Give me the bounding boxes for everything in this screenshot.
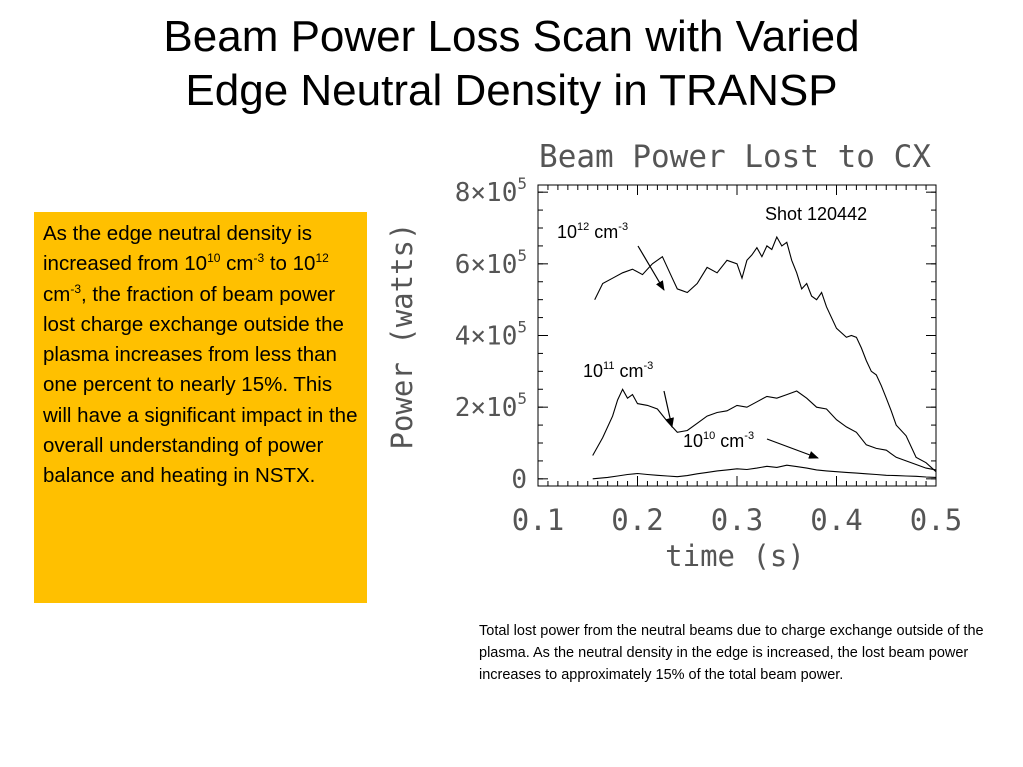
series-line-1e10 [592,464,937,480]
shot-label: Shot 120442 [765,204,867,224]
series-line-1e12 [594,235,937,473]
textbox-text-5: , the fraction of beam power lost charge… [43,282,358,488]
y-tick-label: 2×105 [455,389,527,423]
y-tick-label: 4×105 [455,318,527,352]
series-label-1e10: 1010 cm-3 [683,430,754,451]
explanation-textbox: As the edge neutral density is increased… [34,212,367,603]
y-tick-label: 0 [511,465,527,495]
textbox-sup-4: -3 [70,281,81,296]
chart-title: Beam Power Lost to CX [539,139,931,175]
annotation-arrows [637,245,819,459]
x-axis-label: time (s) [665,539,805,573]
textbox-text-3: to 10 [264,252,316,276]
y-tick-label: 6×105 [455,246,527,280]
y-tick-label: 8×105 [455,174,527,208]
series-line-1e11 [592,388,937,471]
arrow-1e12 [637,245,665,291]
textbox-text-2: cm [220,252,254,276]
textbox-sup-2: -3 [253,251,265,266]
series-labels: 1012 cm-3 1011 cm-3 1010 cm-3 [557,221,754,451]
slide-title-line-1: Beam Power Loss Scan with Varied [163,12,860,61]
textbox-sup-1: 10 [207,251,221,266]
y-axis-label: Power (watts) [385,223,419,450]
textbox-text-4: cm [43,282,71,306]
x-tick-label: 0.2 [611,503,663,537]
series-label-1e11: 1011 cm-3 [583,360,653,381]
series-label-1e12: 1012 cm-3 [557,221,628,242]
series-group [592,235,937,480]
axis-ticks: 0.1 0.2 0.3 0.4 0.5 0 2×105 4×105 6×105 8×105 [455,174,962,537]
slide-title: Beam Power Loss Scan with Varied Edge Ne… [0,10,1023,118]
textbox-sup-3: 12 [315,251,329,266]
x-tick-label: 0.4 [810,503,862,537]
textbox-text-1: As the edge neutral density is increased… [43,222,312,276]
x-tick-label: 0.1 [512,503,564,537]
arrow-1e11 [663,390,674,428]
x-tick-label: 0.3 [711,503,763,537]
figure-caption: Total lost power from the neutral beams … [479,623,984,683]
slide-title-line-2: Edge Neutral Density in TRANSP [185,66,838,115]
x-tick-label: 0.5 [910,503,962,537]
arrow-1e10 [766,438,819,459]
